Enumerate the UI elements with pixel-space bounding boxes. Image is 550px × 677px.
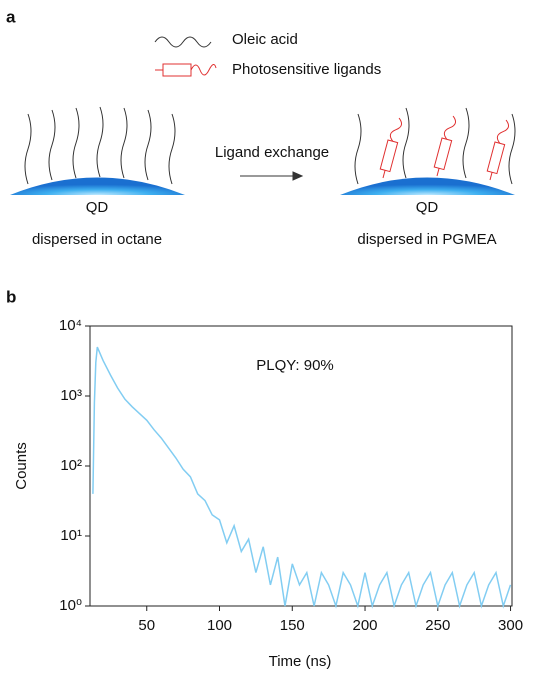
arrow-label: Ligand exchange [215,144,329,161]
x-tick-label: 200 [353,617,378,634]
qd-label: QD [416,199,439,216]
x-tick-label: 250 [425,617,450,634]
x-tick-label: 300 [498,617,523,634]
y-tick-label: 10² [60,457,82,474]
decay-curve [92,346,512,609]
y-axis-label: Counts [13,442,30,490]
arrow [240,171,304,181]
x-tick-label: 150 [280,617,305,634]
legend-text: Oleic acid [232,31,298,48]
hairs-left [24,106,176,185]
ligands [379,115,510,181]
y-tick-label: 10³ [60,387,82,404]
legend-text: Photosensitive ligands [232,61,381,78]
x-axis-label: Time (ns) [269,653,332,670]
caption: dispersed in PGMEA [357,231,496,248]
panel-label: b [6,287,16,306]
x-tick-label: 100 [207,617,232,634]
y-tick-label: 10⁴ [59,317,82,334]
quantum-dot [10,177,185,195]
quantum-dot [340,177,515,195]
panel-label: a [6,7,16,26]
qd-label: QD [86,199,109,216]
annotation: PLQY: 90% [256,357,334,374]
legend-ligand [155,63,217,77]
y-tick-label: 10⁰ [59,597,82,614]
caption: dispersed in octane [32,231,162,248]
x-tick-label: 50 [138,617,155,634]
legend-oleic [154,36,212,48]
y-tick-label: 10¹ [60,527,82,544]
hairs-right [354,107,516,185]
